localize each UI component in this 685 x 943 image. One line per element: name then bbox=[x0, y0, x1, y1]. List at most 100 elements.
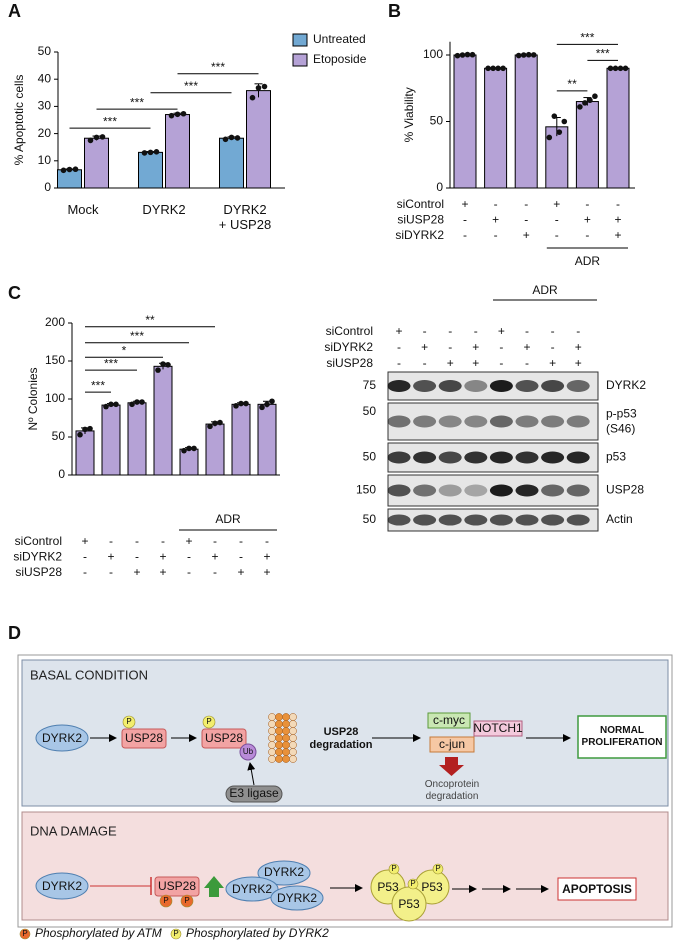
y-tick-label: 100 bbox=[423, 47, 443, 61]
bar bbox=[127, 402, 147, 476]
data-point bbox=[66, 166, 73, 173]
proteasome-subunit bbox=[289, 755, 297, 763]
blot-band bbox=[515, 415, 539, 428]
data-point bbox=[217, 419, 223, 426]
proteasome-subunit bbox=[275, 741, 283, 749]
x-tick-label: Mock bbox=[67, 202, 99, 217]
condition-sign: - bbox=[499, 356, 503, 370]
blot-band bbox=[413, 514, 437, 526]
data-point bbox=[238, 400, 244, 407]
condition-sign: - bbox=[265, 534, 269, 548]
proteasome-subunit bbox=[275, 720, 283, 728]
legend-label: Etoposide bbox=[313, 52, 367, 66]
ubiquitin bbox=[239, 743, 257, 761]
bar bbox=[84, 137, 109, 189]
data-point bbox=[153, 149, 160, 155]
condition-sign: + bbox=[421, 340, 428, 354]
bar bbox=[606, 67, 630, 189]
data-point bbox=[617, 65, 624, 72]
blot-band bbox=[515, 380, 539, 392]
bar bbox=[575, 101, 599, 189]
condition-sign: - bbox=[239, 534, 243, 548]
data-point bbox=[592, 93, 598, 100]
condition-label: siUSP28 bbox=[397, 213, 444, 227]
treatment-label: ADR bbox=[575, 254, 601, 268]
treatment-label: ADR bbox=[215, 512, 241, 526]
condition-label: siUSP28 bbox=[326, 356, 373, 370]
condition-sign: - bbox=[213, 534, 217, 548]
outcome-box bbox=[577, 715, 667, 759]
condition-sign: - bbox=[494, 228, 498, 242]
legend-swatch bbox=[19, 928, 31, 940]
condition-sign: - bbox=[239, 550, 243, 564]
data-point bbox=[464, 51, 471, 58]
proteasome-subunit bbox=[282, 741, 290, 749]
significance-label: *** bbox=[596, 46, 610, 60]
oncoprotein bbox=[429, 736, 475, 753]
proteasome-subunit bbox=[282, 755, 290, 763]
blot-band bbox=[413, 451, 437, 464]
condition-label: siControl bbox=[397, 197, 444, 211]
bar bbox=[205, 423, 225, 476]
data-point bbox=[233, 403, 239, 409]
data-point bbox=[165, 362, 171, 368]
significance-label: ** bbox=[145, 313, 155, 327]
condition-sign: - bbox=[525, 324, 529, 338]
data-point bbox=[228, 134, 235, 141]
condition-sign: - bbox=[576, 324, 580, 338]
condition-sign: + bbox=[472, 340, 479, 354]
condition-sign: - bbox=[525, 356, 529, 370]
usp28-node bbox=[154, 876, 200, 897]
y-axis-label: % Apoptotic cells bbox=[12, 75, 26, 166]
phospho-label: P bbox=[22, 929, 27, 938]
blot-label: DYRK2 bbox=[606, 378, 646, 392]
condition-sign: + bbox=[185, 534, 192, 548]
condition-sign: + bbox=[237, 565, 244, 579]
data-point bbox=[259, 404, 265, 411]
condition-sign: + bbox=[498, 324, 505, 338]
data-point bbox=[168, 112, 175, 119]
node-label: DYRK2 bbox=[277, 891, 317, 905]
panel-label: D bbox=[8, 623, 21, 643]
condition-sign: - bbox=[423, 356, 427, 370]
significance-label: *** bbox=[211, 60, 225, 74]
proteasome-subunit bbox=[289, 720, 297, 728]
blot-band bbox=[566, 380, 590, 392]
node-label: USP28 bbox=[158, 879, 196, 893]
condition-sign: + bbox=[395, 324, 402, 338]
ub-label: Ub bbox=[243, 747, 254, 756]
usp28-node bbox=[121, 728, 167, 749]
data-point bbox=[582, 100, 588, 106]
blot-band bbox=[566, 514, 590, 526]
condition-sign: - bbox=[397, 340, 401, 354]
proteasome-subunit bbox=[289, 727, 297, 735]
dyrk2-node bbox=[270, 885, 324, 911]
significance-label: *** bbox=[130, 95, 144, 109]
data-point bbox=[530, 52, 537, 58]
legend-label: Phosphorylated by ATM bbox=[35, 926, 162, 940]
y-tick-label: 50 bbox=[52, 429, 66, 443]
bar bbox=[514, 54, 538, 189]
blot-band bbox=[515, 514, 539, 526]
proteasome-subunit bbox=[275, 755, 283, 763]
condition-label: siDYRK2 bbox=[13, 550, 62, 564]
bar bbox=[484, 67, 508, 189]
condition-sign: - bbox=[555, 213, 559, 227]
significance-label: *** bbox=[104, 356, 118, 370]
data-point bbox=[103, 403, 109, 410]
phospho-dyrk2 bbox=[202, 715, 216, 729]
blot-band bbox=[464, 451, 488, 464]
blot-label: p-p53 bbox=[606, 407, 637, 421]
condition-label: siDYRK2 bbox=[395, 228, 444, 242]
blot-band bbox=[489, 380, 513, 392]
y-tick-label: 10 bbox=[38, 153, 52, 167]
blot-band bbox=[464, 484, 488, 497]
node-label: P53 bbox=[398, 897, 420, 911]
y-tick-label: 20 bbox=[38, 126, 52, 140]
data-point bbox=[113, 401, 119, 408]
blot-sublabel: (S46) bbox=[606, 422, 635, 436]
node-label: DYRK2 bbox=[232, 882, 272, 896]
dyrk2-node bbox=[257, 860, 311, 886]
proteasome-subunit bbox=[268, 741, 276, 749]
x-tick-label: DYRK2 bbox=[142, 202, 186, 217]
